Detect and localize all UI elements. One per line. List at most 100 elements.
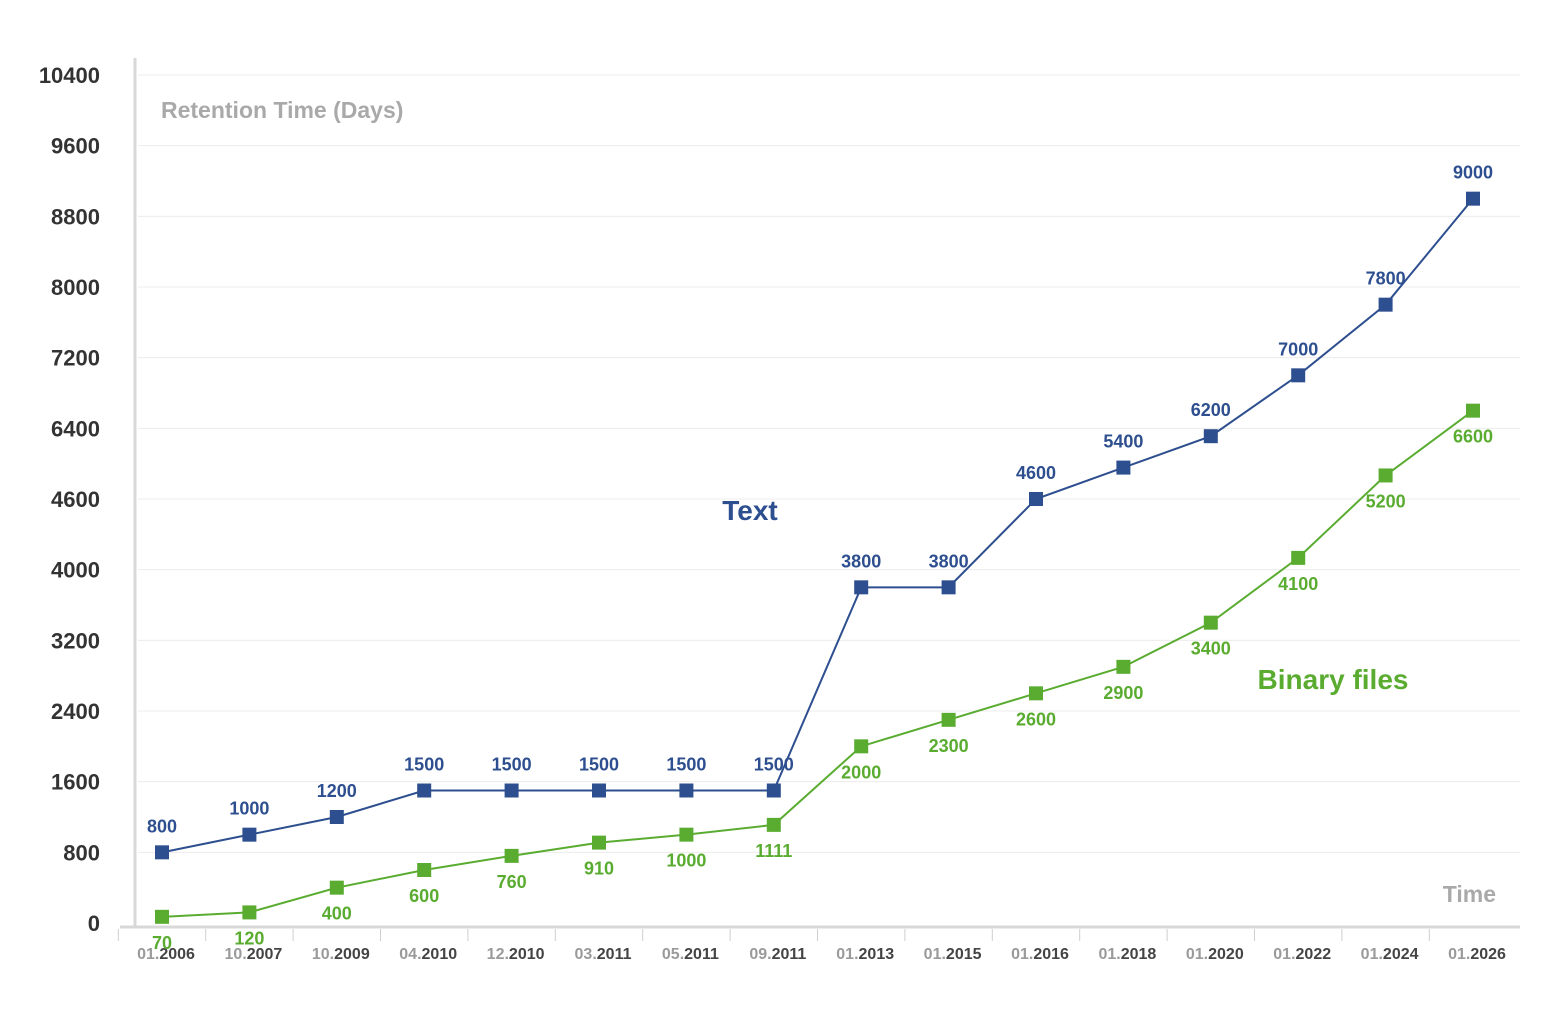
- y-tick-label: 9600: [51, 134, 100, 159]
- series-label-binary-files: Binary files: [1258, 664, 1409, 695]
- data-point-text: [1291, 368, 1306, 383]
- data-label-binary-files: 3400: [1191, 639, 1231, 659]
- data-label-binary-files: 760: [497, 872, 527, 892]
- data-point-text: [417, 783, 432, 798]
- data-label-text: 1500: [579, 755, 619, 775]
- data-label-text: 7000: [1278, 339, 1318, 359]
- y-tick-label: 7200: [51, 346, 100, 371]
- x-tick-label: 01.2022: [1273, 946, 1331, 963]
- data-label-binary-files: 2600: [1016, 709, 1056, 729]
- x-tick-label: 04.2010: [399, 946, 457, 963]
- y-tick-label: 800: [63, 840, 100, 865]
- data-point-binary-files: [329, 880, 344, 895]
- data-point-text: [1029, 492, 1043, 506]
- data-point-binary-files: [854, 739, 869, 754]
- data-label-text: 3800: [841, 551, 881, 571]
- data-point-binary-files: [155, 909, 169, 924]
- y-tick-label: 2400: [51, 699, 100, 724]
- data-point-text: [1116, 460, 1131, 475]
- data-label-text: 6200: [1191, 400, 1231, 420]
- data-point-text: [1466, 191, 1480, 206]
- data-point-text: [242, 827, 257, 842]
- x-tick-label: 10.2007: [224, 946, 282, 963]
- data-point-text: [155, 845, 169, 860]
- data-label-text: 1200: [317, 781, 357, 801]
- data-label-binary-files: 2300: [929, 736, 969, 756]
- data-point-text: [592, 783, 606, 798]
- data-point-binary-files: [417, 863, 432, 877]
- data-point-binary-files: [504, 848, 519, 863]
- data-label-binary-files: 70: [152, 933, 172, 953]
- x-tick-label: 05.2011: [662, 946, 719, 963]
- data-point-text: [766, 783, 781, 798]
- data-point-binary-files: [1378, 468, 1393, 483]
- x-tick-label: 01.2018: [1098, 946, 1156, 963]
- x-tick-label: 01.2024: [1361, 946, 1419, 963]
- data-label-text: 1500: [754, 755, 794, 775]
- data-point-binary-files: [1466, 403, 1480, 418]
- data-label-text: 7800: [1366, 269, 1406, 289]
- data-label-text: 5400: [1103, 432, 1143, 452]
- series-label-text: Text: [722, 495, 778, 526]
- y-tick-label: 0: [88, 911, 100, 936]
- x-tick-label: 01.2013: [836, 946, 894, 963]
- y-tick-labels: 0 800 1600 2400 3200 4000 4600 6400 7200 8000 8800…: [39, 63, 100, 936]
- data-label-binary-files: 4100: [1278, 574, 1318, 594]
- data-label-binary-files: 910: [584, 859, 614, 879]
- data-point-text: [1203, 429, 1218, 444]
- data-label-binary-files: 6600: [1453, 427, 1493, 447]
- data-label-binary-files: 2000: [841, 762, 881, 782]
- x-tick-label: 01.2020: [1186, 946, 1244, 963]
- data-point-text: [329, 810, 344, 824]
- x-tick-labels: 01.2006 10.2007 10.2009 04.2010 12.2010 03.20…: [137, 946, 1506, 963]
- y-tick-label: 8800: [51, 204, 100, 229]
- data-label-text: 4600: [1016, 463, 1056, 483]
- x-tick-label: 01.2026: [1448, 946, 1506, 963]
- data-point-binary-files: [1291, 550, 1306, 565]
- x-tick-label: 12.2010: [487, 946, 545, 963]
- data-point-binary-files: [679, 827, 694, 842]
- axis-layer: [117, 58, 1520, 941]
- data-label-binary-files: 5200: [1366, 491, 1406, 511]
- x-tick-label: 10.2009: [312, 946, 370, 963]
- y-tick-label: 6400: [51, 416, 100, 441]
- data-label-text: 9000: [1453, 163, 1493, 183]
- grid-layer: [138, 74, 1520, 853]
- data-label-text: 3800: [929, 551, 969, 571]
- data-label-binary-files: 120: [234, 928, 264, 948]
- data-point-text: [941, 580, 956, 595]
- data-point-binary-files: [1029, 686, 1043, 701]
- data-label-binary-files: 1111: [755, 841, 792, 861]
- data-point-text: [1378, 297, 1393, 312]
- data-label-text: 1500: [492, 755, 532, 775]
- data-label-binary-files: 600: [409, 886, 439, 906]
- series-line-binary-files: [161, 409, 1474, 918]
- data-label-binary-files: 2900: [1103, 683, 1143, 703]
- data-point-binary-files: [1203, 615, 1218, 630]
- data-label-binary-files: 1000: [666, 851, 706, 871]
- x-axis-title: Time: [1443, 881, 1496, 907]
- data-label-text: 1000: [229, 799, 269, 819]
- y-tick-label: 4000: [51, 558, 100, 583]
- y-axis-title: Retention Time (Days): [161, 97, 403, 123]
- data-point-text: [679, 783, 694, 798]
- x-tick-label: 03.2011: [575, 946, 632, 963]
- data-label-binary-files: 400: [322, 904, 352, 924]
- data-point-binary-files: [766, 817, 781, 832]
- y-tick-label: 8000: [51, 275, 100, 300]
- y-tick-label: 1600: [51, 770, 100, 795]
- x-tick-label: 01.2015: [924, 946, 982, 963]
- data-point-text: [854, 580, 869, 595]
- data-point-binary-files: [242, 905, 257, 920]
- x-tick-label: 09.2011: [749, 946, 806, 963]
- data-point-binary-files: [1116, 659, 1131, 674]
- data-point-binary-files: [592, 835, 606, 850]
- data-label-text: 1500: [666, 755, 706, 775]
- x-tick-label: 01.2016: [1011, 946, 1069, 963]
- data-label-text: 1500: [404, 755, 444, 775]
- data-label-text: 800: [147, 816, 177, 836]
- data-point-binary-files: [941, 712, 956, 727]
- y-tick-label: 4600: [51, 487, 100, 512]
